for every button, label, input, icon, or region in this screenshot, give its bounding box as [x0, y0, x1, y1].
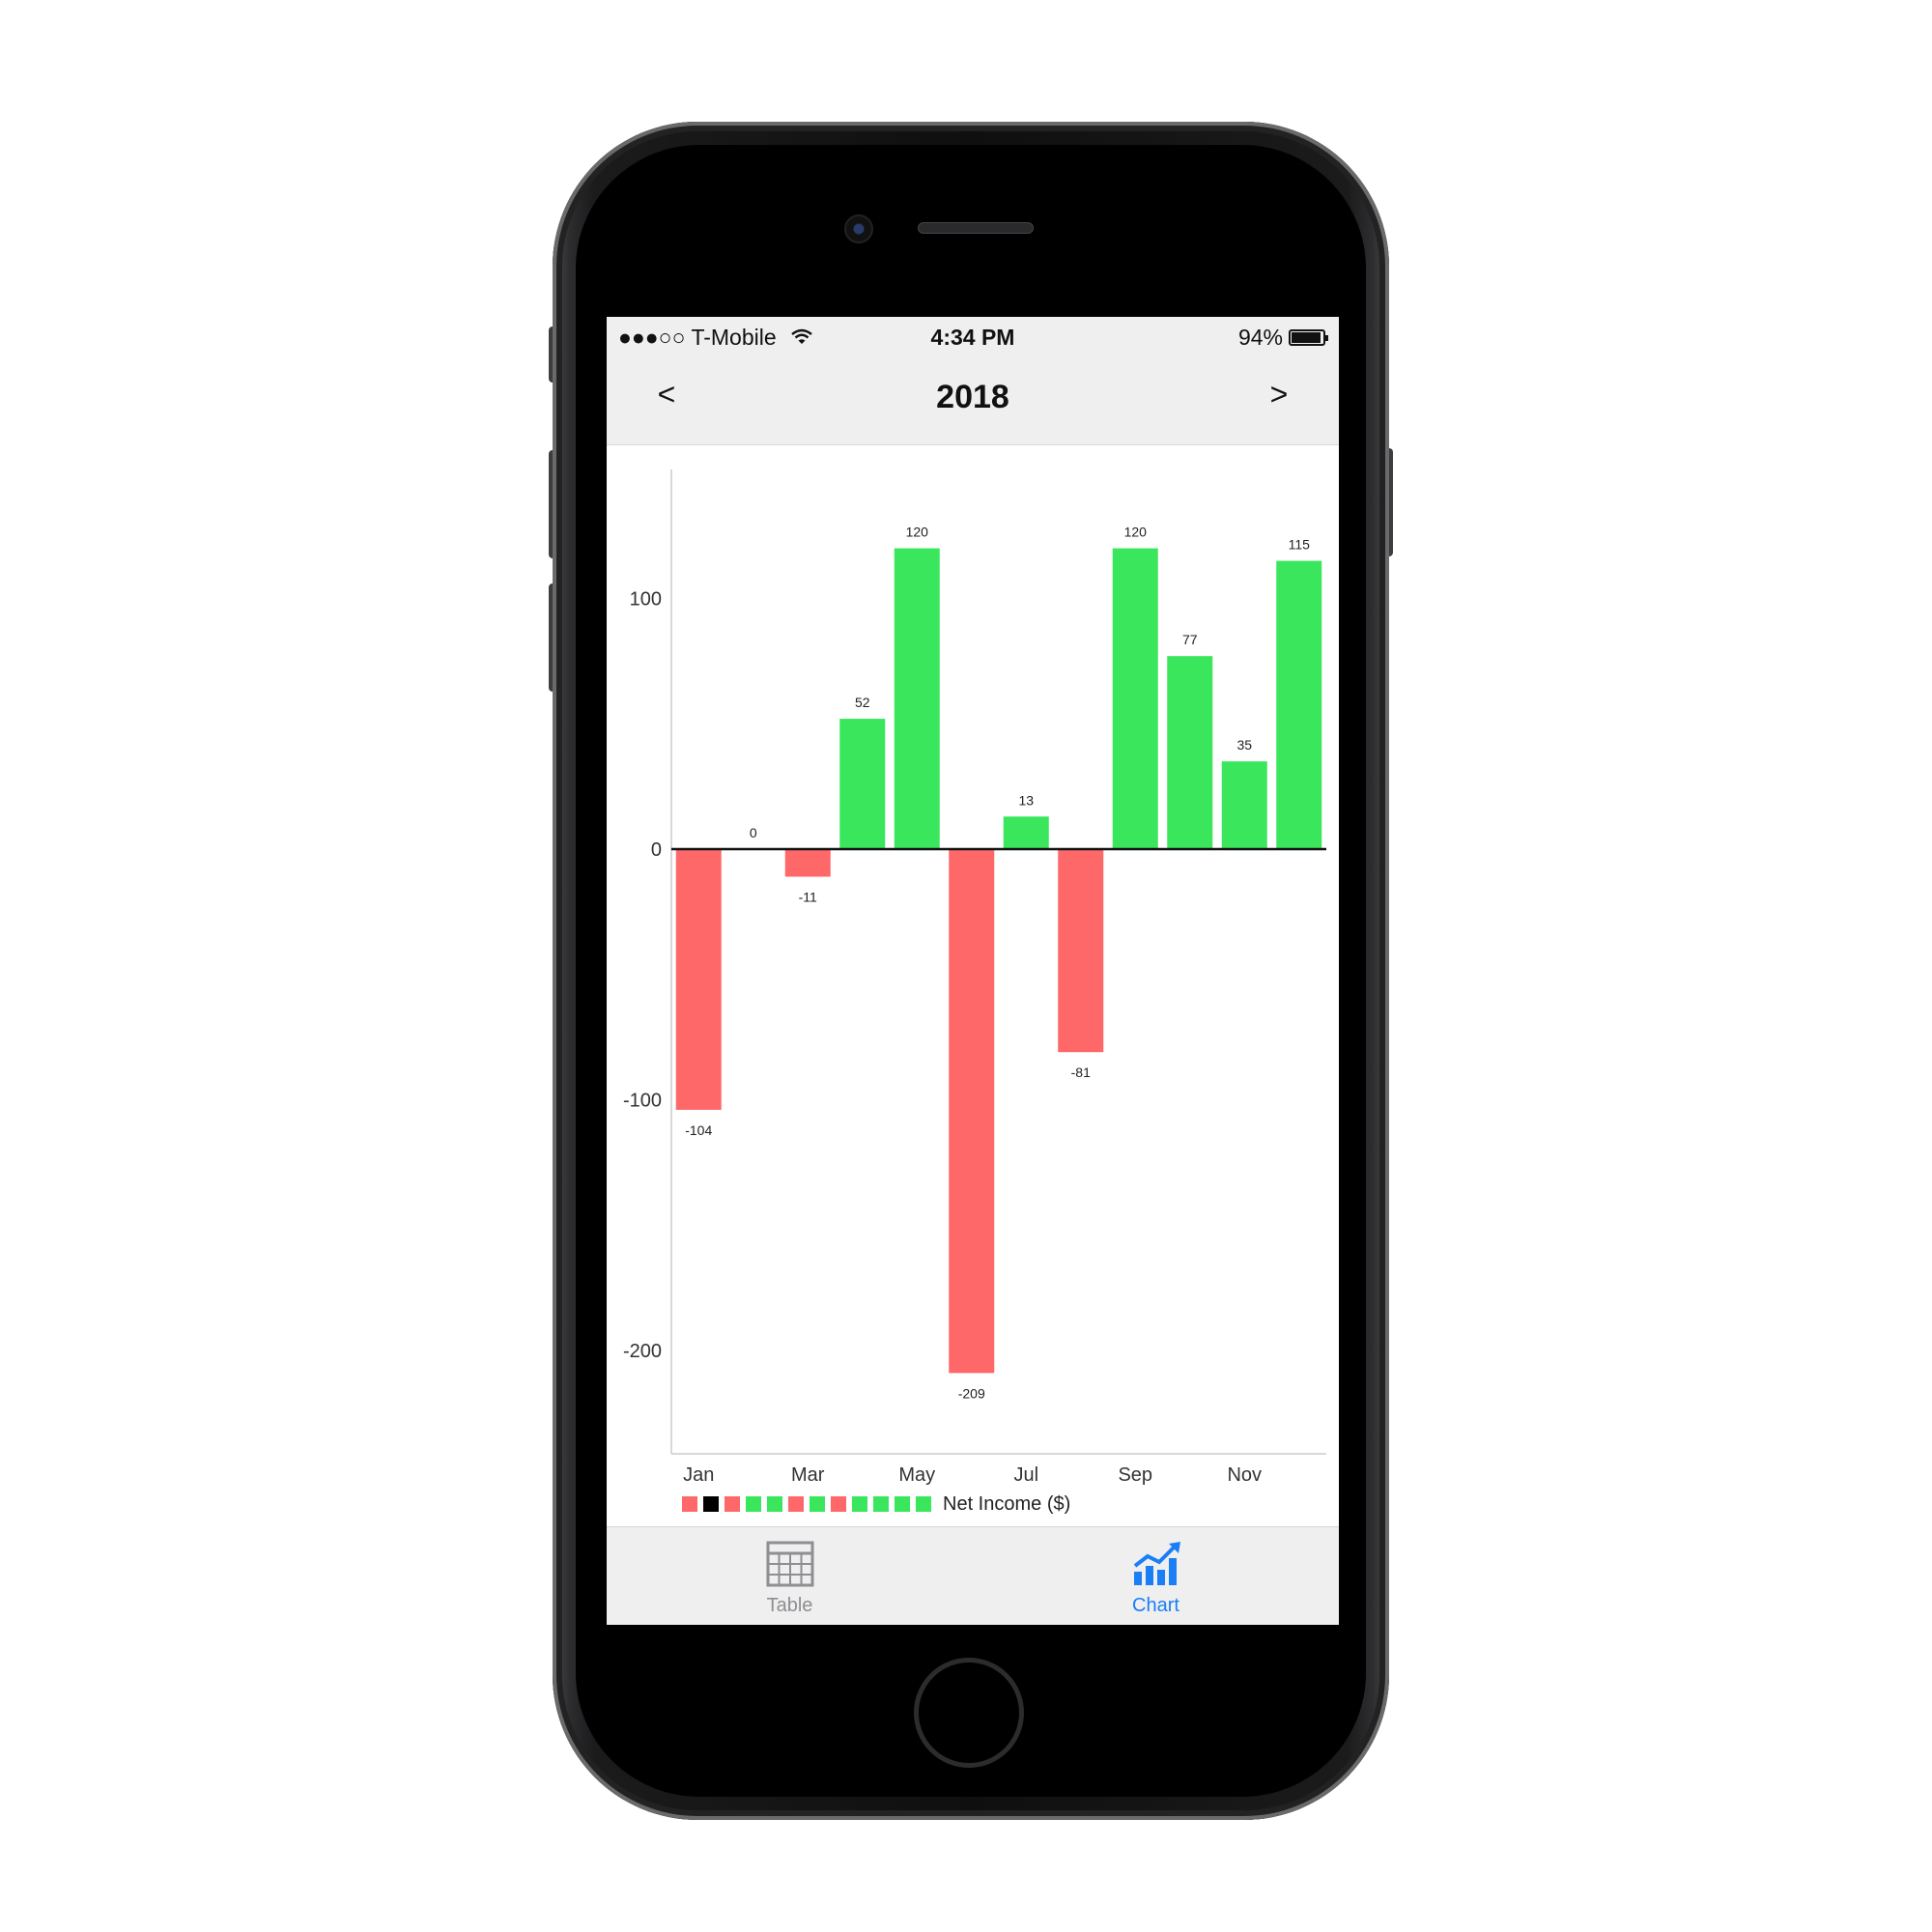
data-label: 120	[1124, 525, 1148, 540]
previous-year-button[interactable]: <	[657, 377, 676, 412]
chart-icon	[1132, 1541, 1182, 1592]
data-label: 35	[1236, 737, 1252, 753]
legend-swatch	[767, 1496, 782, 1512]
bar-dec	[1276, 560, 1322, 849]
navigation-bar: < 2018 >	[607, 355, 1339, 445]
data-label: 52	[855, 695, 870, 710]
legend-swatch	[682, 1496, 697, 1512]
legend-swatch	[703, 1496, 719, 1512]
legend-swatch	[895, 1496, 910, 1512]
bar-may	[894, 548, 940, 849]
data-label: -81	[1071, 1065, 1091, 1080]
data-label: 0	[750, 825, 757, 840]
y-tick-label: 100	[630, 589, 662, 611]
bar-sep	[1112, 548, 1158, 849]
x-tick-label: May	[898, 1464, 935, 1486]
legend-swatch	[788, 1496, 804, 1512]
bar-jul	[1003, 816, 1049, 849]
battery-icon	[1289, 329, 1328, 346]
tab-chart[interactable]: Chart	[973, 1527, 1339, 1625]
earpiece-speaker	[918, 222, 1034, 234]
data-label: -209	[958, 1385, 985, 1401]
wifi-icon	[790, 326, 813, 352]
data-label: 77	[1182, 632, 1198, 647]
next-year-button[interactable]: >	[1269, 377, 1289, 412]
data-label: 13	[1018, 792, 1034, 808]
data-label: 120	[906, 525, 929, 540]
bar-nov	[1221, 761, 1267, 849]
bar-aug	[1058, 849, 1104, 1053]
legend-swatch	[831, 1496, 846, 1512]
tab-table[interactable]: Table	[607, 1527, 973, 1625]
y-tick-label: 0	[651, 839, 662, 861]
legend-swatch	[916, 1496, 931, 1512]
chart-legend: Net Income ($)	[682, 1492, 1070, 1517]
legend-swatch	[852, 1496, 867, 1512]
data-label: -104	[685, 1122, 712, 1138]
front-camera	[844, 214, 873, 243]
y-tick-label: -200	[623, 1341, 662, 1362]
data-label: 115	[1289, 537, 1311, 553]
x-tick-label: Jul	[1013, 1464, 1038, 1486]
data-label: -11	[799, 890, 817, 905]
battery-percentage: 94%	[1237, 325, 1283, 350]
carrier-name: T-Mobile	[691, 325, 777, 350]
table-icon	[766, 1541, 814, 1592]
carrier-info: ●●●○○ T-Mobile	[618, 325, 813, 352]
battery-fill	[1292, 332, 1321, 343]
power-button	[1385, 448, 1393, 556]
net-income-chart: 100 0 -100 -200 -104 0 -11 52 120 -209 13 -81 120 77 3…	[623, 469, 1326, 1486]
home-button[interactable]	[914, 1658, 1024, 1768]
app-screen: ●●●○○ T-Mobile 4:34 PM 94% < 2018 > 100 0…	[607, 317, 1339, 1625]
x-tick-label: Sep	[1118, 1464, 1152, 1486]
bar-jun	[949, 849, 995, 1374]
tab-bar: Table Chart	[607, 1526, 1339, 1625]
x-tick-label: Nov	[1227, 1464, 1262, 1486]
legend-swatch	[873, 1496, 889, 1512]
tab-chart-label: Chart	[1132, 1595, 1179, 1616]
x-tick-label: Jan	[683, 1464, 714, 1486]
legend-swatch	[724, 1496, 740, 1512]
bar-jan	[675, 849, 722, 1110]
legend-label: Net Income ($)	[943, 1492, 1071, 1515]
status-time: 4:34 PM	[930, 325, 1015, 350]
tab-table-label: Table	[766, 1595, 813, 1616]
status-bar: ●●●○○ T-Mobile 4:34 PM 94%	[607, 317, 1339, 355]
legend-swatch	[746, 1496, 761, 1512]
bar-oct	[1167, 656, 1213, 849]
signal-strength-icon: ●●●○○	[618, 325, 686, 350]
legend-swatch	[810, 1496, 825, 1512]
bar-mar	[784, 849, 831, 877]
page-title: 2018	[936, 379, 1009, 415]
y-tick-label: -100	[623, 1091, 662, 1112]
x-tick-label: Mar	[791, 1464, 825, 1486]
bar-apr	[839, 719, 886, 849]
